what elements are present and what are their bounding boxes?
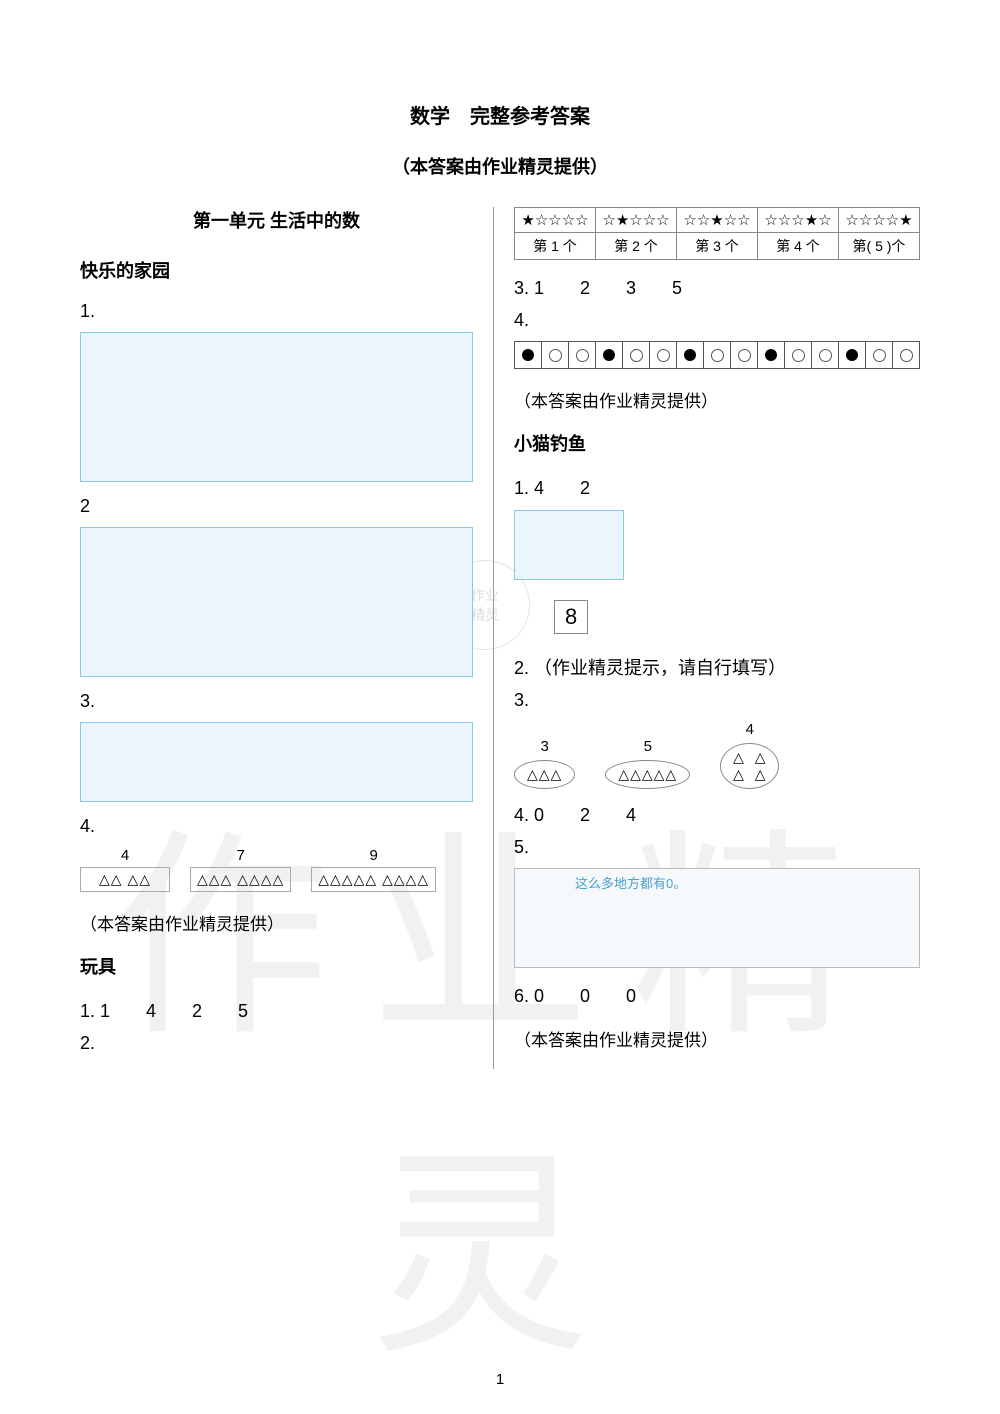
credit-right-1: （本答案由作业精灵提供） — [514, 387, 920, 412]
star-label-2: 第 2 个 — [596, 233, 677, 260]
right-q4: 4. — [514, 310, 920, 331]
open-circle-icon — [649, 341, 677, 369]
circle-pattern-row — [514, 341, 920, 369]
figure-q3-groups — [80, 722, 473, 802]
tri-col-2: 7 △△△ △△△△ — [190, 847, 291, 892]
filled-circle-icon — [757, 341, 785, 369]
star-header-1: ★☆☆☆☆ — [515, 208, 596, 233]
triangle-table: 4 △△ △△ 7 △△△ △△△△ 9 △△△△△ △△△△ — [80, 847, 473, 892]
star-header-3: ☆☆★☆☆ — [677, 208, 758, 233]
section-happy-home: 快乐的家园 — [80, 257, 473, 283]
page-title: 数学 完整参考答案 — [80, 100, 920, 129]
filled-circle-icon — [676, 341, 704, 369]
figure-q2-counting — [80, 527, 473, 677]
filled-circle-icon — [838, 341, 866, 369]
star-label-5: 第( 5 )个 — [839, 233, 920, 260]
oval-head-3: 4 — [720, 721, 779, 738]
question-4: 4. — [80, 816, 473, 837]
triangle-ovals-row: 3 △△△ 5 △△△△△ 4 △ △ △ △ — [514, 721, 920, 789]
filled-circle-icon — [595, 341, 623, 369]
filled-circle-icon — [514, 341, 542, 369]
open-circle-icon — [730, 341, 758, 369]
two-column-layout: 第一单元 生活中的数 快乐的家园 1. 2 3. 4. 4 △△ △△ 7 △△… — [80, 207, 920, 1069]
open-circle-icon — [703, 341, 731, 369]
fish-q3: 3. — [514, 690, 920, 711]
open-circle-icon — [865, 341, 893, 369]
oval-col-3: 4 △ △ △ △ — [720, 721, 779, 789]
right-q3: 3. 1 2 3 5 — [514, 274, 920, 300]
tri-head-3: 9 — [311, 847, 436, 864]
toys-q1: 1. 1 4 2 5 — [80, 997, 473, 1023]
question-3: 3. — [80, 691, 473, 712]
answer-box-8: 8 — [554, 600, 588, 634]
question-2: 2 — [80, 496, 473, 517]
oval-col-1: 3 △△△ — [514, 738, 575, 789]
fish-q5: 5. — [514, 837, 920, 858]
section-toys: 玩具 — [80, 953, 473, 979]
open-circle-icon — [568, 341, 596, 369]
right-column: ★☆☆☆☆ ☆★☆☆☆ ☆☆★☆☆ ☆☆☆★☆ ☆☆☆☆★ 第 1 个 第 2 … — [493, 207, 920, 1069]
oval-1: △△△ — [514, 760, 575, 789]
open-circle-icon — [892, 341, 920, 369]
fish-q2: 2. （作业精灵提示，请自行填写） — [514, 654, 920, 680]
figure-zero-places: 这么多地方都有0。 — [514, 868, 920, 968]
fish-q4: 4. 0 2 4 — [514, 801, 920, 827]
tri-box-1: △△ △△ — [80, 867, 170, 892]
star-label-4: 第 4 个 — [758, 233, 839, 260]
page-subtitle: （本答案由作业精灵提供） — [80, 153, 920, 179]
tri-head-1: 4 — [80, 847, 170, 864]
open-circle-icon — [622, 341, 650, 369]
star-label-1: 第 1 个 — [515, 233, 596, 260]
fish-q1: 1. 4 2 — [514, 474, 920, 500]
question-1: 1. — [80, 301, 473, 322]
page-number: 1 — [0, 1371, 1000, 1388]
star-header-2: ☆★☆☆☆ — [596, 208, 677, 233]
star-header-4: ☆☆☆★☆ — [758, 208, 839, 233]
tri-col-1: 4 △△ △△ — [80, 847, 170, 892]
oval-head-1: 3 — [514, 738, 575, 755]
section-cat-fishing: 小猫钓鱼 — [514, 430, 920, 456]
tri-col-3: 9 △△△△△ △△△△ — [311, 847, 436, 892]
open-circle-icon — [811, 341, 839, 369]
unit-heading: 第一单元 生活中的数 — [80, 207, 473, 233]
oval-head-2: 5 — [605, 738, 690, 755]
oval-col-2: 5 △△△△△ — [605, 738, 690, 789]
tri-box-2: △△△ △△△△ — [190, 867, 291, 892]
fish-q6: 6. 0 0 0 — [514, 982, 920, 1008]
figure-rabbits — [514, 510, 624, 580]
tri-head-2: 7 — [190, 847, 291, 864]
open-circle-icon — [784, 341, 812, 369]
left-column: 第一单元 生活中的数 快乐的家园 1. 2 3. 4. 4 △△ △△ 7 △△… — [80, 207, 493, 1069]
credit-right-2: （本答案由作业精灵提供） — [514, 1026, 920, 1051]
credit-left: （本答案由作业精灵提供） — [80, 910, 473, 935]
star-label-3: 第 3 个 — [677, 233, 758, 260]
oval-2: △△△△△ — [605, 760, 690, 789]
figure-q1-matching — [80, 332, 473, 482]
star-header-5: ☆☆☆☆★ — [839, 208, 920, 233]
oval-3: △ △ △ △ — [720, 743, 779, 789]
open-circle-icon — [541, 341, 569, 369]
star-position-table: ★☆☆☆☆ ☆★☆☆☆ ☆☆★☆☆ ☆☆☆★☆ ☆☆☆☆★ 第 1 个 第 2 … — [514, 207, 920, 260]
toys-q2: 2. — [80, 1033, 473, 1054]
q5-caption: 这么多地方都有0。 — [575, 873, 686, 892]
tri-box-3: △△△△△ △△△△ — [311, 867, 436, 892]
